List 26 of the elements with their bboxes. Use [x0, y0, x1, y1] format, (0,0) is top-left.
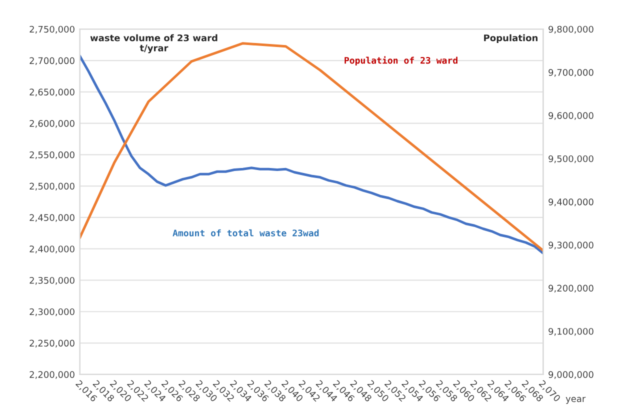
- y-tick-label: 2,550,000: [30, 151, 74, 160]
- y-tick-label: 2,700,000: [30, 57, 74, 65]
- y-axis-title: waste volume of 23 ward t/yrar: [90, 34, 218, 54]
- y-tick-label: 2,200,000: [30, 371, 74, 379]
- text: Amount of total waste 23wad: [172, 229, 319, 236]
- y-tick-label: 2,350,000: [30, 276, 74, 285]
- y2-tick-label: 9,100,000: [548, 328, 594, 336]
- y-tick-label: 2,450,000: [30, 214, 74, 222]
- y2-tick-label: 9,000,000: [548, 371, 594, 379]
- y2-tick-label: 9,500,000: [548, 155, 594, 164]
- y2-tick-label: 9,700,000: [548, 69, 594, 77]
- y2-tick-label: 9,200,000: [548, 284, 594, 293]
- y-tick-label: 2,300,000: [30, 308, 74, 316]
- y2-tick-label: 9,800,000: [548, 26, 594, 34]
- y-tick-label: 2,500,000: [30, 182, 74, 191]
- y-tick-label: 2,400,000: [30, 246, 74, 254]
- y2-tick-label: 9,400,000: [548, 198, 594, 206]
- text: Population of 23 ward: [344, 56, 458, 66]
- y-tick-label: 2,600,000: [30, 120, 74, 128]
- y2-axis-title: Population: [484, 34, 538, 44]
- y-tick-label: 2,650,000: [30, 88, 74, 96]
- y2-tick-label: 9,300,000: [548, 242, 594, 250]
- y-tick-label: 2,750,000: [30, 26, 74, 34]
- y-tick-label: 2,250,000: [30, 340, 74, 348]
- y2-tick-label: 9,600,000: [548, 112, 594, 120]
- x-axis-title: year: [566, 396, 586, 404]
